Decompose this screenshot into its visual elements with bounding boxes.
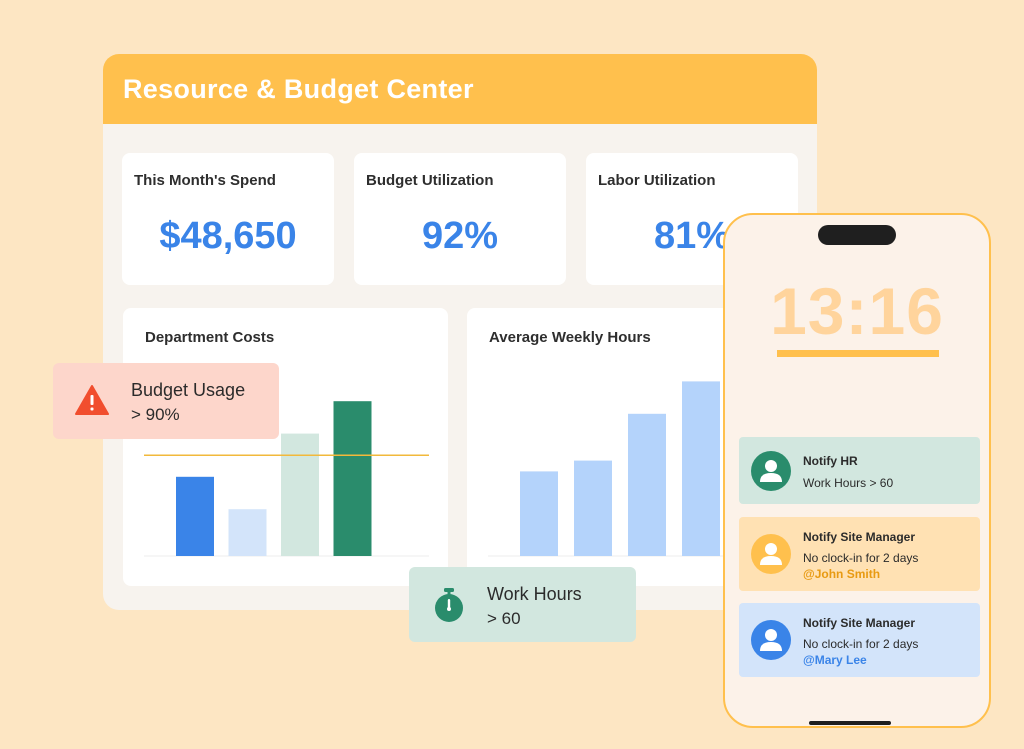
notification-text: No clock-in for 2 days — [803, 551, 919, 565]
notification-mention[interactable]: @John Smith — [803, 567, 881, 581]
kpi-value: 92% — [421, 215, 499, 257]
bar-1[interactable] — [228, 509, 267, 556]
stopwatch-icon — [435, 588, 463, 622]
bar-3[interactable] — [333, 401, 372, 556]
budget-usage-alert[interactable]: Budget Usage > 90% — [53, 363, 279, 439]
department-costs-chart — [144, 401, 429, 557]
home-indicator — [809, 721, 891, 725]
kpi-label: Budget Utilization — [366, 172, 494, 189]
dashboard-window: Resource & Budget Center This Month's Sp… — [103, 54, 817, 610]
alert-condition: > 90% — [131, 405, 180, 424]
notification-site-manager-john[interactable]: Notify Site Manager No clock-in for 2 da… — [739, 517, 980, 591]
notification-site-manager-mary[interactable]: Notify Site Manager No clock-in for 2 da… — [739, 603, 980, 677]
alert-title: Budget Usage — [131, 380, 246, 400]
chart-title: Average Weekly Hours — [489, 329, 651, 346]
bar-2[interactable] — [281, 433, 319, 556]
kpi-card-spend[interactable]: This Month's Spend $48,650 — [122, 153, 334, 285]
bar-0[interactable] — [176, 476, 214, 556]
kpi-label: This Month's Spend — [134, 172, 276, 189]
bar-3[interactable] — [682, 381, 720, 556]
phone-mockup: 13:16 Notify HR Work Hours > 60 Notify S… — [723, 213, 991, 728]
kpi-label: Labor Utilization — [598, 172, 716, 189]
notification-text: No clock-in for 2 days — [803, 637, 919, 651]
alert-condition: > 60 — [487, 609, 521, 628]
chart-title: Department Costs — [145, 329, 275, 346]
weekly-hours-chart — [488, 381, 767, 557]
notification-title: Notify Site Manager — [803, 616, 916, 630]
bar-1[interactable] — [574, 460, 612, 556]
notification-text: Work Hours > 60 — [803, 476, 894, 490]
kpi-value: $48,650 — [159, 215, 297, 257]
warning-icon — [75, 385, 109, 415]
user-avatar-icon — [751, 451, 791, 491]
notification-title: Notify Site Manager — [803, 530, 916, 544]
notification-title: Notify HR — [803, 454, 858, 468]
notification-hr[interactable]: Notify HR Work Hours > 60 — [739, 437, 980, 504]
user-avatar-icon — [751, 534, 791, 574]
lock-screen-clock: 13:16 — [770, 274, 944, 348]
dashboard-title: Resource & Budget Center — [123, 73, 474, 104]
phone-notch — [818, 225, 896, 245]
kpi-value: 81% — [653, 215, 731, 257]
clock-underline — [777, 350, 939, 357]
bar-0[interactable] — [520, 471, 558, 556]
alert-title: Work Hours — [487, 584, 582, 604]
kpi-card-budget-utilization[interactable]: Budget Utilization 92% — [354, 153, 566, 285]
dashboard-header: Resource & Budget Center — [103, 54, 817, 124]
bar-2[interactable] — [628, 413, 666, 556]
work-hours-alert[interactable]: Work Hours > 60 — [409, 567, 636, 642]
department-costs-card[interactable]: Department Costs — [123, 308, 448, 586]
user-avatar-icon — [751, 620, 791, 660]
notification-mention[interactable]: @Mary Lee — [803, 653, 867, 667]
